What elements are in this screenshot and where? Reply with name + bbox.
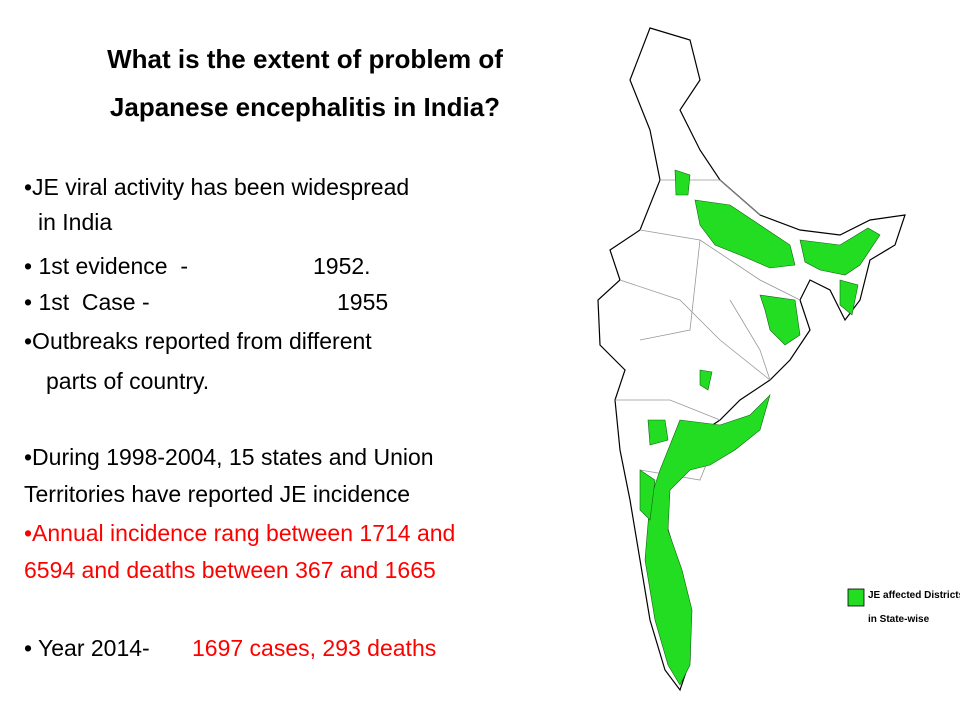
bullet-text: •Annual incidence rang between 1714 and [24, 520, 456, 546]
bullet-value: 1955 [337, 289, 389, 315]
legend-swatch [847, 588, 865, 607]
bullet-text: • 1st Case - [24, 289, 150, 315]
bullet-text: •During 1998-2004, 15 states and Union [24, 444, 434, 470]
bullet-text: in India [38, 209, 113, 235]
legend-text: JE affected Districts [868, 590, 960, 601]
bullet-text: 6594 and deaths between 367 and 1665 [24, 557, 436, 583]
legend-text: in State-wise [868, 614, 930, 625]
title-line: Japanese encephalitis in India? [109, 92, 501, 122]
bullet-value: 1952. [313, 253, 371, 279]
je-affected-areas [639, 169, 881, 686]
bullet-text: • 1st evidence - [24, 253, 189, 279]
bullet-text: parts of country. [46, 368, 210, 394]
bullet-text: 1697 cases, 293 deaths [192, 635, 437, 661]
bullet-text: •Outbreaks reported from different [24, 328, 372, 354]
state-borders [615, 179, 801, 481]
bullet-text: •JE viral activity has been widespread [24, 174, 410, 200]
bullet-text: Territories have reported JE incidence [24, 481, 411, 507]
title-line: What is the extent of problem of [107, 44, 503, 74]
bullet-text: • Year 2014- [24, 635, 157, 661]
